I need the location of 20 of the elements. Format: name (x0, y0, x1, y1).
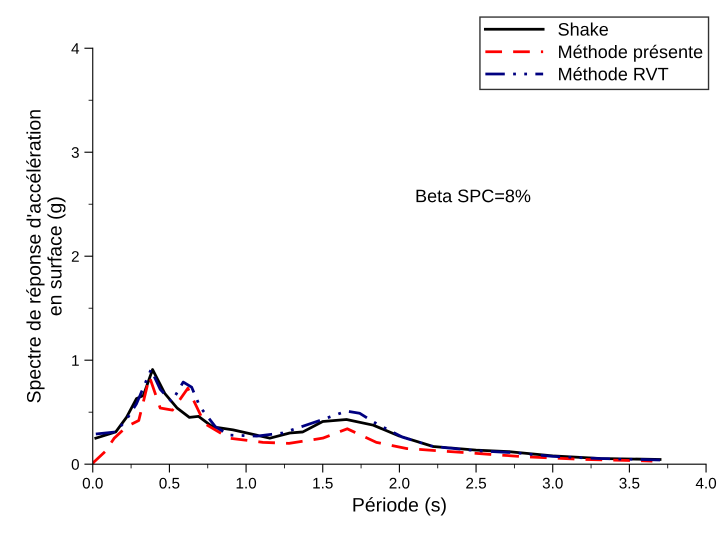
y-tick-label: 1 (72, 355, 79, 366)
y-axis-title: Spectre de réponse d'accélération en surface (g) (26, 110, 66, 403)
x-tick-label: 3.0 (542, 478, 563, 489)
y-tick-label: 0 (72, 459, 79, 470)
legend-label: Méthode RVT (559, 66, 668, 80)
x-tick-label: 1.0 (236, 478, 256, 489)
y-tick-label: 2 (72, 251, 79, 262)
y-tick-label: 3 (72, 147, 79, 158)
legend-label: Méthode présente (559, 44, 702, 62)
x-axis-title: Période (s) (353, 497, 446, 516)
x-tick-label: 4.0 (696, 478, 716, 489)
annotation: Beta SPC=8% (416, 190, 530, 202)
x-tick-label: 3.5 (619, 478, 640, 489)
x-tick-label: 2.0 (390, 478, 410, 489)
legend-label: Shake (558, 22, 608, 36)
x-tick-label: 0.5 (159, 478, 180, 489)
x-tick-label: 0.0 (82, 478, 103, 489)
x-tick-label: 1.5 (313, 478, 333, 489)
x-tick-label: 2.5 (466, 478, 486, 489)
y-tick-label: 4 (71, 43, 80, 54)
